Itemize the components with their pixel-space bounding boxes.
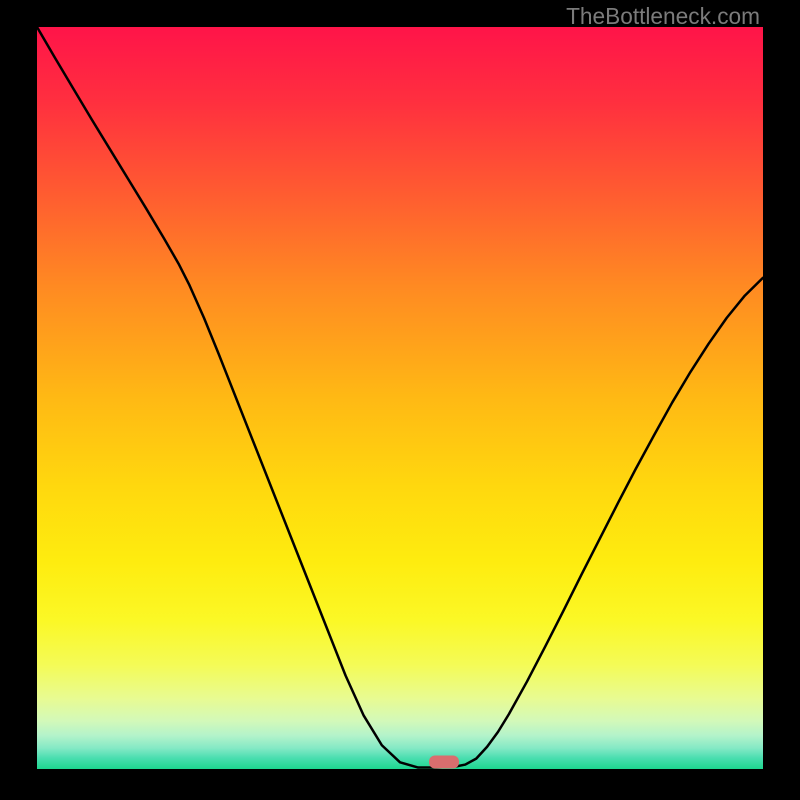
watermark-text: TheBottleneck.com	[566, 3, 760, 30]
optimal-marker	[429, 755, 459, 768]
plot-area	[37, 27, 763, 769]
bottleneck-curve	[37, 27, 763, 769]
bottleneck-chart: TheBottleneck.com	[0, 0, 800, 800]
